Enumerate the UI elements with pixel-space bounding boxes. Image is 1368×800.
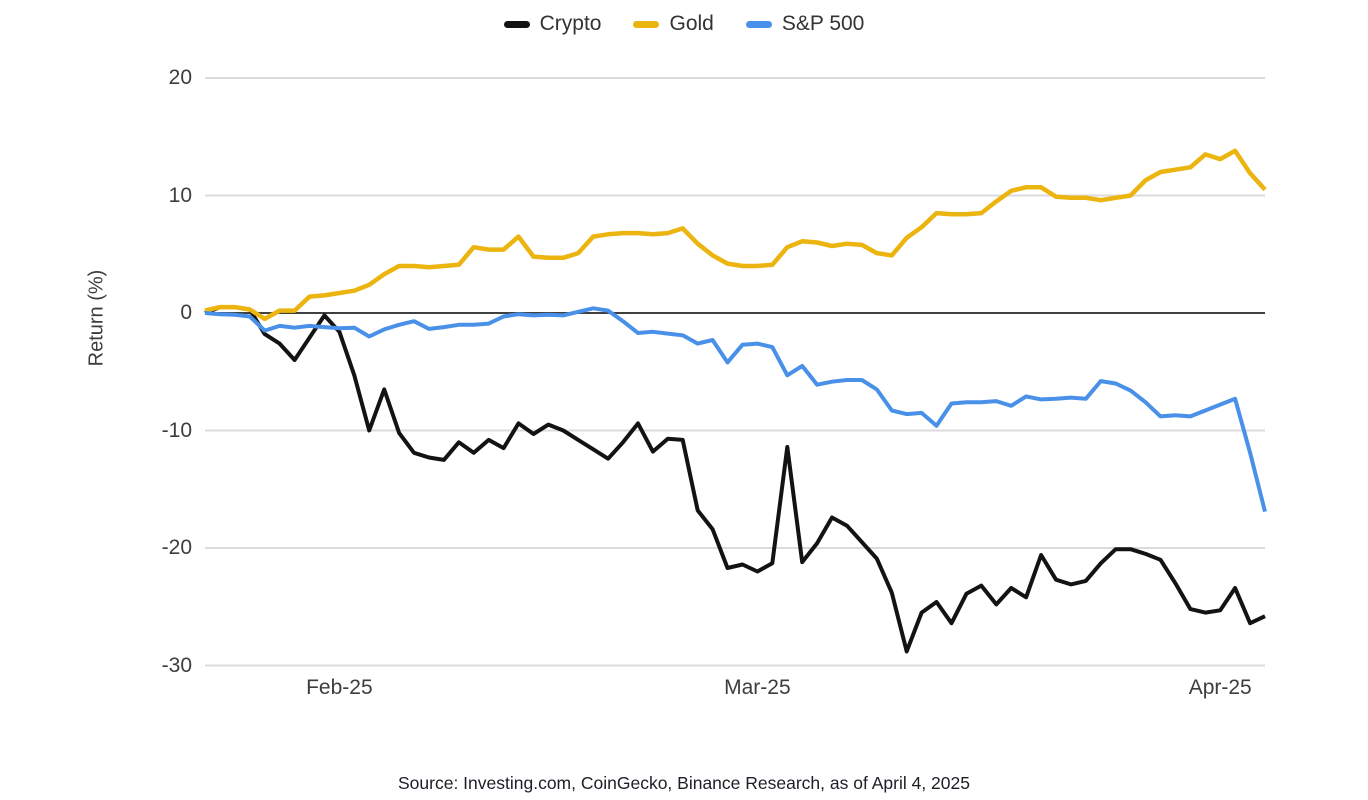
series-line-crypto: [204, 305, 1266, 654]
y-axis-title: Return (%): [85, 269, 108, 367]
chart-legend: Crypto Gold S&P 500: [0, 10, 1368, 38]
series-line-s-p-500: [204, 306, 1267, 513]
sp500-line-swatch-icon: [745, 20, 772, 28]
legend-label-crypto: Crypto: [539, 12, 602, 35]
y-tick-label: 20: [168, 66, 192, 89]
legend-item-crypto: Crypto: [503, 12, 602, 36]
gridlines: [205, 77, 1265, 667]
x-tick-label: Apr-25: [1188, 676, 1252, 699]
y-tick-label: -20: [161, 536, 192, 559]
legend-item-sp500: S&P 500: [745, 12, 865, 36]
series-line-gold: [204, 148, 1267, 322]
data-series-lines: [204, 148, 1267, 654]
y-tick-label: -30: [161, 653, 192, 677]
x-tick-label: Feb-25: [306, 676, 373, 699]
source-attribution: Source: Investing.com, CoinGecko, Binanc…: [398, 773, 970, 793]
legend-item-gold: Gold: [633, 12, 714, 36]
x-tick-label: Mar-25: [724, 676, 791, 699]
y-tick-label: 10: [168, 183, 192, 207]
y-tick-label: 0: [180, 301, 192, 324]
crypto-line-swatch-icon: [503, 20, 530, 28]
gold-line-swatch-icon: [633, 20, 660, 28]
legend-label-gold: Gold: [669, 12, 714, 35]
y-tick-label: -10: [161, 418, 192, 442]
legend-label-sp500: S&P 500: [781, 12, 865, 35]
